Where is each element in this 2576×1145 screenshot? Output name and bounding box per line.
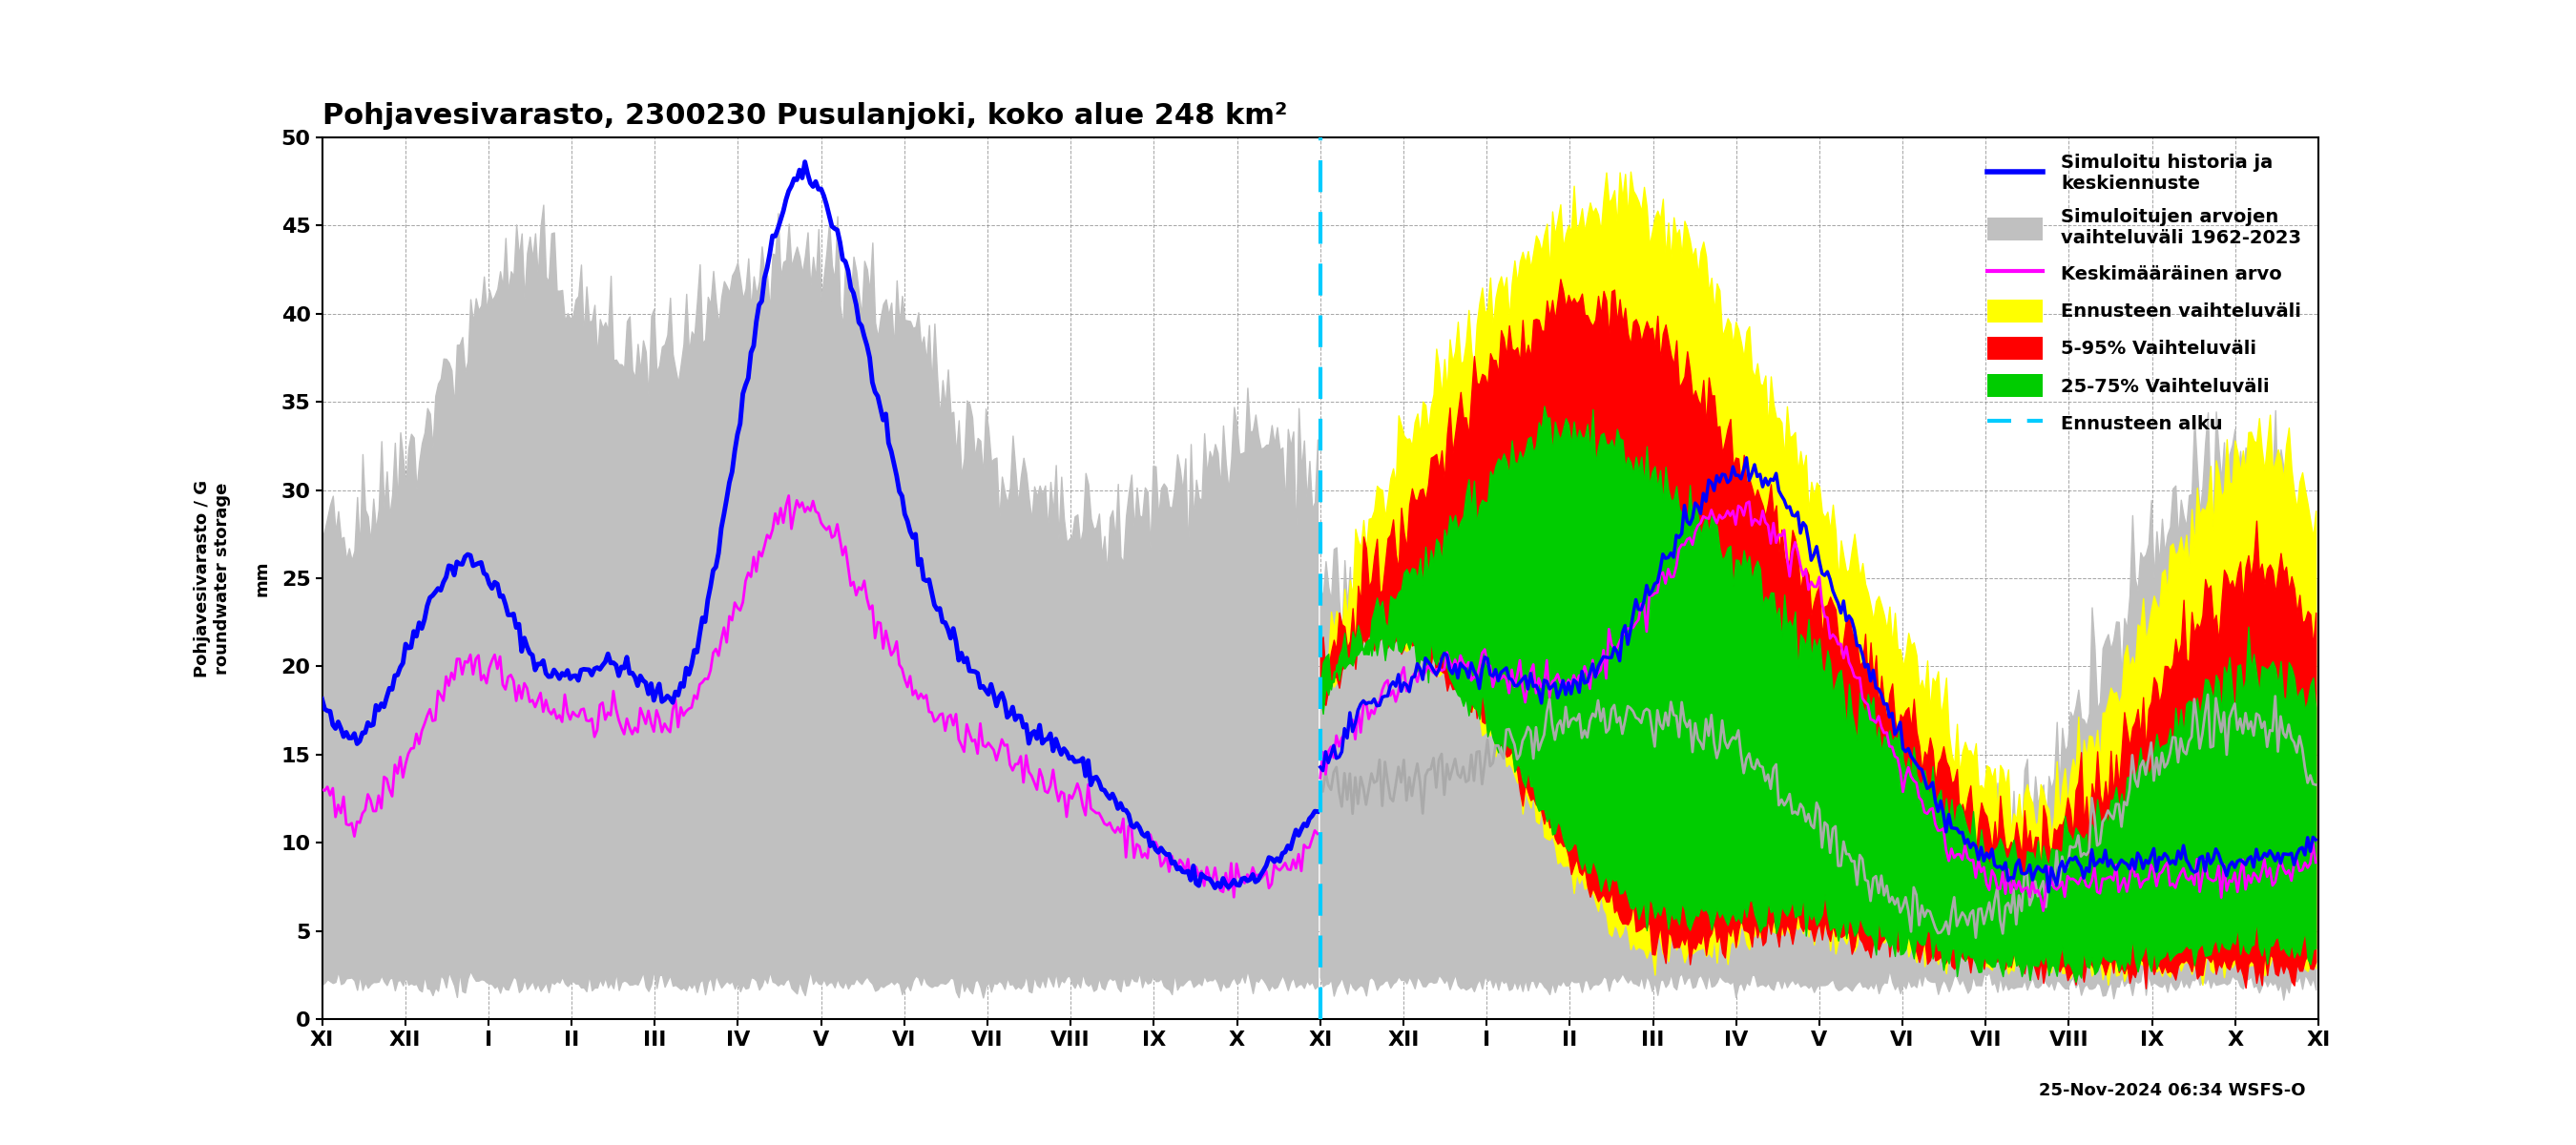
Text: Pohjavesivarasto, 2300230 Pusulanjoki, koko alue 248 km²: Pohjavesivarasto, 2300230 Pusulanjoki, k… bbox=[322, 102, 1288, 129]
Text: 25-Nov-2024 06:34 WSFS-O: 25-Nov-2024 06:34 WSFS-O bbox=[2038, 1082, 2306, 1099]
Y-axis label: Pohjavesivarasto / G
roundwater storage

mm: Pohjavesivarasto / G roundwater storage … bbox=[193, 480, 270, 677]
Legend: Simuloitu historia ja
keskiennuste, Simuloitujen arvojen
vaihteluväli 1962-2023,: Simuloitu historia ja keskiennuste, Simu… bbox=[1978, 147, 2308, 442]
